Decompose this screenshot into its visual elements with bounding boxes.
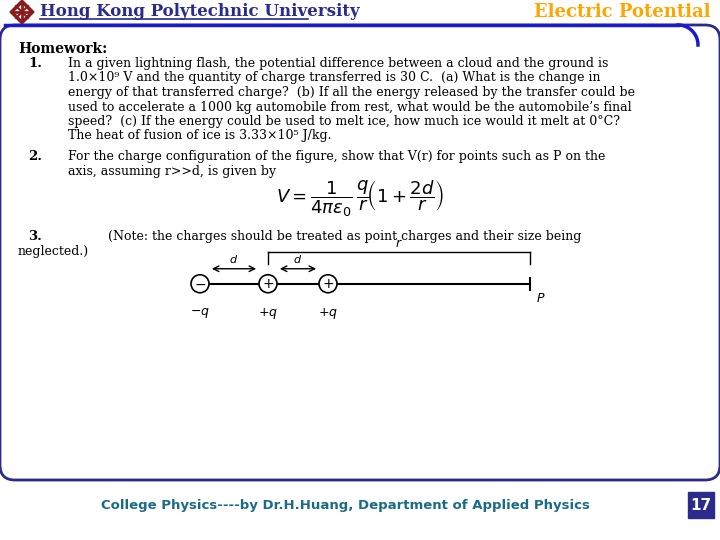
Text: $P$: $P$ [536, 292, 546, 305]
Circle shape [191, 275, 209, 293]
Text: The heat of fusion of ice is 3.33×10⁵ J/kg.: The heat of fusion of ice is 3.33×10⁵ J/… [68, 130, 331, 143]
Text: College Physics----by Dr.H.Huang, Department of Applied Physics: College Physics----by Dr.H.Huang, Depart… [101, 498, 590, 511]
Text: $+q$: $+q$ [258, 306, 278, 321]
Text: axis, assuming r>>d, is given by: axis, assuming r>>d, is given by [68, 165, 276, 178]
Text: $+$: $+$ [322, 276, 334, 291]
Text: neglected.): neglected.) [18, 245, 89, 258]
Polygon shape [10, 0, 34, 24]
Text: used to accelerate a 1000 kg automobile from rest, what would be the automobile’: used to accelerate a 1000 kg automobile … [68, 100, 631, 113]
Text: $d$: $d$ [230, 253, 238, 265]
Polygon shape [15, 5, 29, 19]
Text: Homework:: Homework: [18, 42, 107, 56]
Text: $-$: $-$ [194, 276, 206, 291]
Text: 17: 17 [690, 497, 711, 512]
Text: speed?  (c) If the energy could be used to melt ice, how much ice would it melt : speed? (c) If the energy could be used t… [68, 115, 620, 128]
Text: For the charge configuration of the figure, show that V(r) for points such as P : For the charge configuration of the figu… [68, 150, 606, 163]
Text: 2.: 2. [28, 150, 42, 163]
Text: $+$: $+$ [262, 276, 274, 291]
Text: $V = \dfrac{1}{4\pi\varepsilon_0}\, \dfrac{q}{r}\!\left(1 + \dfrac{2d}{r}\right): $V = \dfrac{1}{4\pi\varepsilon_0}\, \dfr… [276, 178, 444, 218]
Circle shape [319, 275, 337, 293]
Text: 3.: 3. [28, 230, 42, 243]
FancyBboxPatch shape [0, 25, 720, 480]
Text: In a given lightning flash, the potential difference between a cloud and the gro: In a given lightning flash, the potentia… [68, 57, 608, 70]
Bar [688, 492, 714, 518]
Text: Hong Kong Polytechnic University: Hong Kong Polytechnic University [40, 3, 359, 21]
Text: 1.0×10⁹ V and the quantity of charge transferred is 30 C.  (a) What is the chang: 1.0×10⁹ V and the quantity of charge tra… [68, 71, 600, 84]
Circle shape [259, 275, 277, 293]
Text: Electric Potential: Electric Potential [534, 3, 710, 21]
Text: $d$: $d$ [294, 253, 302, 265]
Text: $+q$: $+q$ [318, 306, 338, 321]
Text: 1.: 1. [28, 57, 42, 70]
Text: $r$: $r$ [395, 237, 403, 249]
Text: energy of that transferred charge?  (b) If all the energy released by the transf: energy of that transferred charge? (b) I… [68, 86, 635, 99]
Text: $-q$: $-q$ [190, 306, 210, 320]
Text: (Note: the charges should be treated as point charges and their size being: (Note: the charges should be treated as … [68, 230, 581, 243]
